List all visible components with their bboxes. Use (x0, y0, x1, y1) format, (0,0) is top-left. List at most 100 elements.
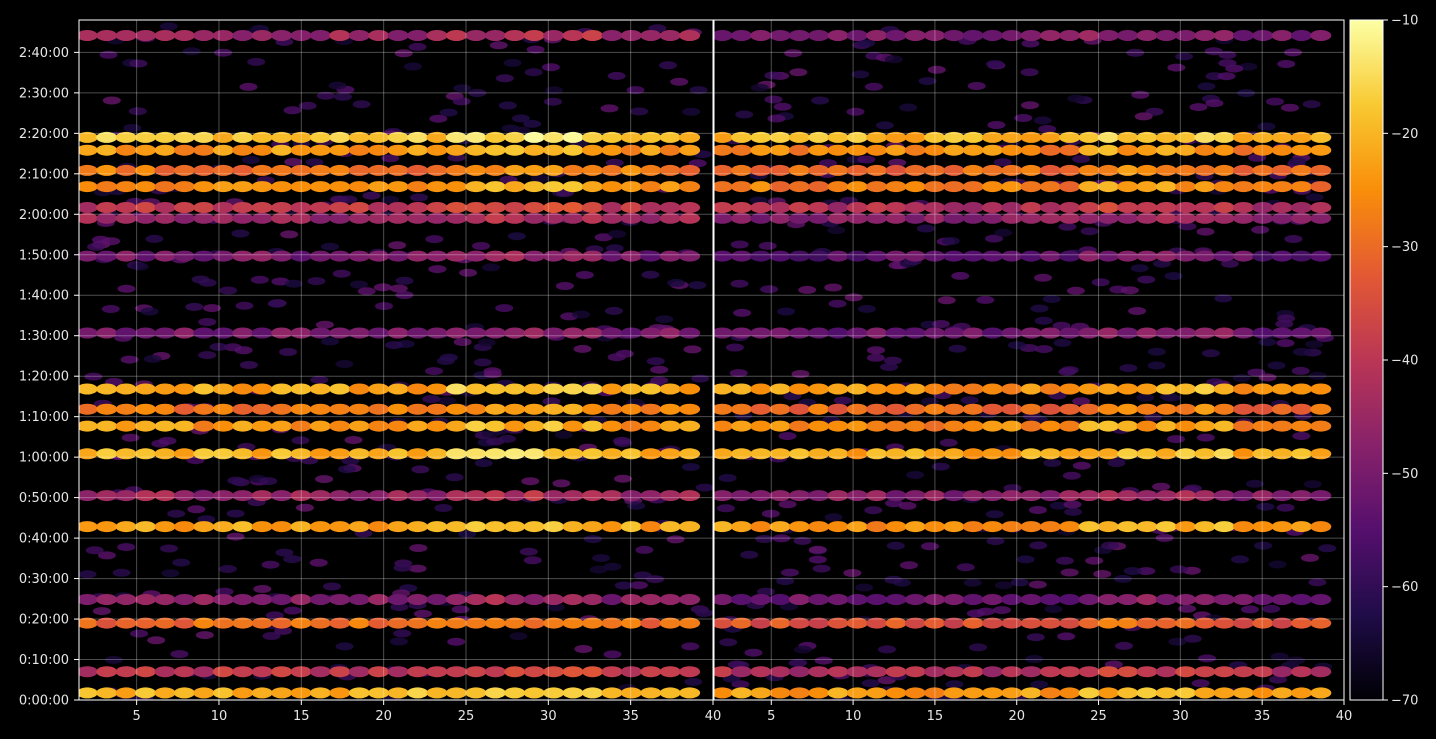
heatmap-cell (1233, 666, 1254, 678)
heatmap-cell (173, 687, 195, 699)
heatmap-cell (1271, 164, 1293, 176)
heatmap-cell (714, 164, 733, 176)
heatmap-cell (851, 70, 870, 79)
heatmap-cell (543, 327, 565, 339)
heatmap-cell (583, 535, 602, 544)
colorbar-gradient (1349, 19, 1384, 701)
heatmap-cell (521, 477, 540, 486)
heatmap-cell (212, 181, 234, 193)
heatmap-cell (1277, 60, 1296, 68)
left-heatmap-panel: 5 10 15 20 25 30 35 40 0:00:000:10:000:20:000:3… (19, 19, 721, 724)
heatmap-cell (594, 233, 613, 242)
heatmap-cell (1252, 403, 1274, 415)
heatmap-cell (348, 521, 370, 533)
heatmap-cell (465, 420, 487, 432)
heatmap-cell (368, 383, 390, 395)
heatmap-cell (507, 232, 526, 241)
heatmap-cell (1026, 633, 1045, 642)
heatmap-cell (1291, 420, 1312, 432)
heatmap-cell (191, 275, 210, 284)
heatmap-cell (1001, 666, 1023, 678)
heatmap-cell (234, 346, 253, 355)
heatmap-cell (267, 299, 286, 308)
heatmap-cell (1097, 144, 1119, 156)
heatmap-cell (640, 30, 662, 41)
heatmap-cell (866, 666, 888, 678)
heatmap-cell (833, 396, 852, 405)
heatmap-cell (407, 202, 429, 213)
heatmap-cell (1144, 413, 1162, 422)
heatmap-cell (368, 164, 390, 176)
heatmap-cell (924, 144, 946, 156)
heatmap-cell (714, 617, 733, 629)
heatmap-cell (1039, 521, 1061, 533)
heatmap-cell (582, 327, 603, 339)
heatmap-cell (904, 617, 926, 629)
heatmap-cell (1310, 30, 1332, 41)
heatmap-cell (1252, 202, 1274, 213)
heatmap-cell (504, 687, 526, 699)
heatmap-cell (562, 666, 584, 678)
heatmap-cell (1117, 131, 1139, 143)
heatmap-cell (814, 656, 833, 665)
heatmap-cell (659, 327, 681, 339)
heatmap-cell (788, 212, 810, 224)
heatmap-cell (523, 556, 542, 565)
heatmap-cell (659, 144, 681, 156)
heatmap-cell (885, 499, 903, 508)
heatmap-cell (1213, 250, 1235, 262)
heatmap-cell (1059, 212, 1081, 224)
heatmap-cell (309, 594, 331, 605)
heatmap-cell (1271, 666, 1293, 678)
heatmap-cell (271, 250, 293, 262)
heatmap-cell (1078, 666, 1100, 678)
heatmap-cell (173, 144, 195, 156)
heatmap-cell (1120, 286, 1139, 295)
heatmap-cell (381, 154, 400, 163)
heatmap-cell (232, 594, 254, 605)
heatmap-cell (135, 490, 156, 502)
heatmap-cell (640, 420, 662, 432)
heatmap-cell (864, 506, 883, 515)
heatmap-cell (1155, 420, 1177, 432)
heatmap-cell (650, 365, 669, 374)
heatmap-cell (543, 383, 565, 395)
heatmap-cell (1194, 327, 1216, 339)
heatmap-cell (769, 687, 791, 699)
heatmap-cell (271, 594, 293, 605)
heatmap-cell (283, 106, 302, 115)
heatmap-cell (1291, 366, 1310, 375)
heatmap-cell (827, 666, 849, 678)
heatmap-cell (921, 397, 939, 406)
heatmap-cell (885, 666, 907, 678)
heatmap-cell (827, 30, 849, 41)
heatmap-cell (640, 521, 662, 533)
heatmap-cell (543, 687, 565, 699)
heatmap-cell (601, 594, 623, 605)
heatmap-cell (788, 617, 810, 629)
heatmap-cell (962, 202, 984, 213)
heatmap-cell (750, 144, 772, 156)
heatmap-cell (659, 594, 681, 605)
heatmap-cell (962, 521, 984, 533)
heatmap-cell (348, 250, 370, 262)
heatmap-cell (943, 521, 965, 533)
heatmap-cell (154, 202, 176, 213)
heatmap-cell (1233, 30, 1254, 41)
heatmap-cell (1310, 448, 1332, 460)
heatmap-cell (115, 521, 137, 533)
heatmap-cell (368, 521, 390, 533)
heatmap-cell (251, 666, 273, 678)
heatmap-cell (866, 212, 888, 224)
heatmap-cell (1175, 144, 1197, 156)
heatmap-cell (788, 181, 810, 193)
heatmap-cell (159, 22, 178, 31)
heatmap-cell (1271, 617, 1293, 629)
heatmap-cell (1155, 617, 1177, 629)
heatmap-cell (679, 164, 701, 176)
heatmap-cell (1291, 594, 1312, 605)
heatmap-cell (368, 448, 390, 460)
heatmap-cell (554, 430, 573, 439)
heatmap-cell (1167, 435, 1185, 444)
heatmap-cell (1213, 420, 1235, 432)
